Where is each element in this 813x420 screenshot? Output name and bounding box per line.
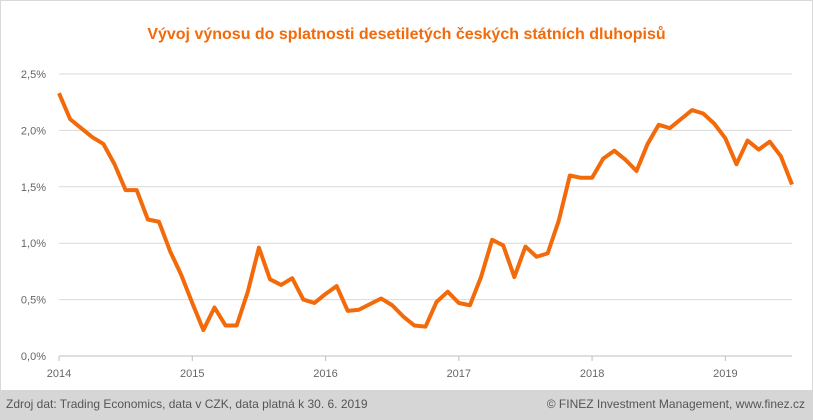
source-note: Zdroj dat: Trading Economics, data v CZK… <box>6 397 368 411</box>
y-tick-label: 1,0% <box>21 238 46 250</box>
x-tick-label: 2015 <box>180 368 204 380</box>
series-line <box>57 92 794 333</box>
x-tick-label: 2019 <box>713 368 737 380</box>
y-tick-label: 0,5% <box>21 295 46 307</box>
x-tick-label: 2018 <box>580 368 604 380</box>
y-tick-label: 2,5% <box>21 69 46 81</box>
x-tick-label: 2017 <box>447 368 471 380</box>
copyright-note: © FINEZ Investment Management, www.finez… <box>546 397 805 411</box>
y-tick-label: 2,0% <box>21 125 46 137</box>
x-tick-label: 2014 <box>47 368 71 380</box>
y-tick-label: 1,5% <box>21 182 46 194</box>
y-tick-label: 0,0% <box>21 351 46 363</box>
line-chart: 0,0% 0,5% 1,0% 1,5% 2,0% 2,5% 2014 2015 2016 2017… <box>21 69 794 380</box>
chart-title: Vývoj výnosu do splatnosti desetiletých … <box>147 26 666 43</box>
x-tick-label: 2016 <box>313 368 337 380</box>
footer: Zdroj dat: Trading Economics, data v CZK… <box>0 390 813 420</box>
